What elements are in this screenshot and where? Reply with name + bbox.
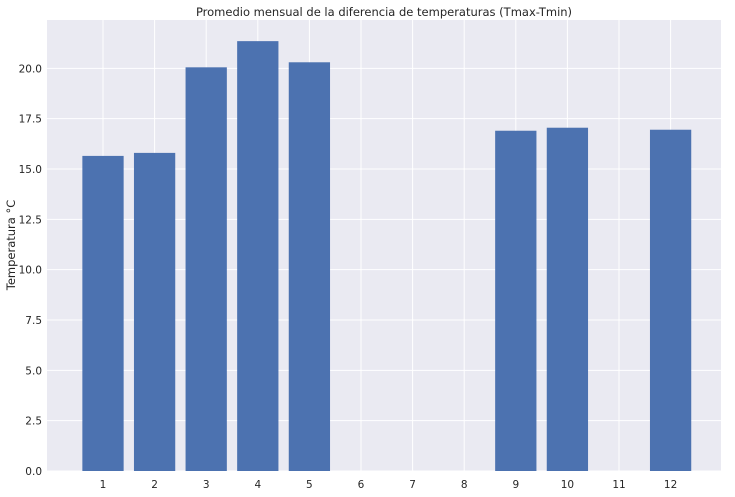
x-tick-label: 8 (461, 479, 468, 491)
y-tick-label: 2.5 (25, 416, 42, 428)
y-tick-label: 0.0 (25, 466, 42, 478)
y-tick-label: 20.0 (19, 63, 42, 75)
bar-month-1 (82, 155, 124, 471)
y-tick-label: 17.5 (19, 114, 42, 126)
x-tick-label: 2 (151, 479, 158, 491)
chart-title: Promedio mensual de la diferencia de tem… (195, 5, 573, 19)
y-tick-label: 12.5 (19, 214, 42, 226)
y-tick-label: 10.0 (19, 265, 42, 277)
x-tick-label: 6 (358, 479, 365, 491)
bar-month-12 (649, 129, 692, 471)
y-tick-label: 15.0 (19, 164, 42, 176)
bars (82, 41, 692, 472)
bar-month-10 (546, 127, 589, 471)
y-tick-label: 5.0 (25, 365, 42, 377)
x-tick-label: 5 (306, 479, 313, 491)
x-tick-label: 11 (612, 479, 625, 491)
bar-month-3 (185, 67, 227, 472)
bar-month-2 (133, 152, 176, 472)
x-tick-label: 7 (409, 479, 416, 491)
x-tick-label: 12 (664, 479, 677, 491)
x-tick-label: 4 (254, 479, 261, 491)
bar-month-4 (237, 41, 279, 471)
x-tick-label: 1 (100, 479, 107, 491)
y-tick-label: 7.5 (25, 315, 42, 327)
x-tick-label: 3 (203, 479, 210, 491)
tick-labels: 0.02.55.07.510.012.515.017.520.01 2 3 4 5 6 7 8… (19, 63, 678, 491)
x-tick-label: 10 (561, 479, 574, 491)
x-tick-label: 9 (512, 479, 519, 491)
bar-month-9 (495, 130, 537, 471)
bar-month-5 (288, 62, 331, 471)
